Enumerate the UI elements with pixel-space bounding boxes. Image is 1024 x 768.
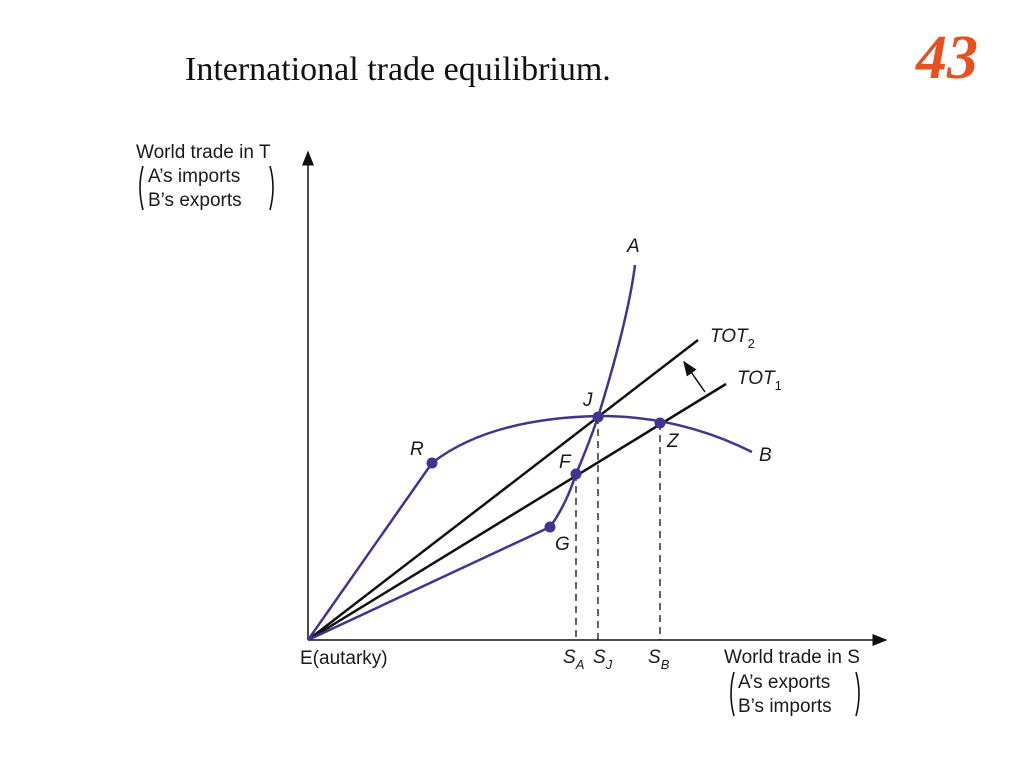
point-label: R [410, 439, 424, 460]
line-label: TOT1 [737, 368, 782, 393]
curve-label: B [759, 445, 772, 466]
origin-label: E(autarky) [300, 648, 388, 669]
y-axis-label: World trade in T [136, 142, 271, 163]
x-axis-label: World trade in S [724, 647, 860, 668]
curve-label: A [626, 236, 640, 257]
tick-label: SB [648, 647, 670, 672]
y-axis-line: A’s imports [148, 166, 240, 187]
point [544, 521, 556, 533]
shift-arrow [683, 360, 706, 393]
offer-curve-b [306, 414, 753, 641]
title: International trade equilibrium. [185, 51, 611, 88]
offer-curve-a [307, 264, 637, 642]
point-label: J [582, 390, 593, 411]
bracket [855, 671, 860, 717]
line-label: TOT2 [710, 326, 755, 351]
bracket [269, 165, 274, 211]
point [426, 457, 438, 469]
point-label: F [559, 452, 572, 473]
point-label: Z [666, 431, 680, 452]
tick-label: SJ [593, 647, 613, 672]
bracket [730, 671, 735, 717]
point-label: G [555, 534, 570, 555]
tick-label: SA [563, 647, 584, 672]
x-axis-line: A’s exports [738, 672, 830, 693]
page-number: 43 [915, 24, 978, 92]
tot2-line [307, 339, 699, 641]
y-axis-line: B’s exports [148, 190, 242, 211]
bracket [139, 165, 144, 211]
point [592, 411, 604, 423]
point [570, 468, 582, 480]
x-axis-line: B’s imports [738, 696, 832, 717]
point [654, 417, 666, 429]
